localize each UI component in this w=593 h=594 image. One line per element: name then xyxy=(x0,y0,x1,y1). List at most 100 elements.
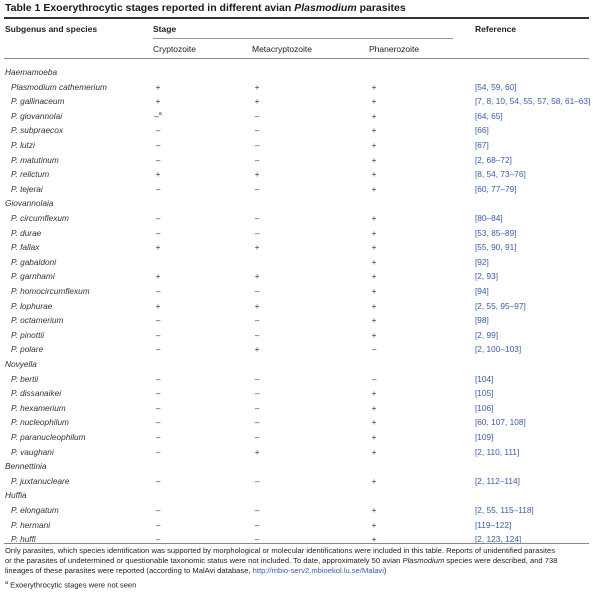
reference-cell[interactable]: [8, 54, 73–76] xyxy=(475,169,526,180)
phanerozoite-cell: + xyxy=(371,169,377,180)
reference-cell[interactable]: [2, 55, 115–118] xyxy=(475,505,534,515)
reference-cell[interactable]: [119–122] xyxy=(475,519,512,530)
metacryptozoite-cell: + xyxy=(254,300,260,311)
species-name: P. relictum xyxy=(11,169,50,180)
phanerozoite-cell: + xyxy=(371,81,377,92)
metacryptozoite-cell: – xyxy=(254,519,260,530)
table-row: P. gabaldoni + [92] xyxy=(0,257,593,271)
reference-cell[interactable]: [55, 90, 91] xyxy=(475,242,517,253)
cryptozoite-cell: + xyxy=(155,169,161,180)
top-rule xyxy=(4,17,589,19)
phanerozoite-cell: + xyxy=(371,329,377,340)
reference-cell[interactable]: [67] xyxy=(475,140,489,150)
header-reference: Reference xyxy=(475,24,517,34)
table-row: P. homocircumflexum – – + [94] xyxy=(0,286,593,300)
header-stage: Stage xyxy=(153,24,177,34)
reference-cell[interactable]: [64, 65] xyxy=(475,110,503,121)
table-row: P. juxtanucleare – – + [2, 112–114] xyxy=(0,476,593,490)
reference-cell[interactable]: [54, 59, 60] xyxy=(475,81,517,92)
reference-cell[interactable]: [53, 85–89] xyxy=(475,227,517,238)
phanerozoite-cell: + xyxy=(371,286,377,296)
reference-cell[interactable]: [2, 93] xyxy=(475,271,499,282)
metacryptozoite-cell: – xyxy=(254,227,260,238)
reference-cell[interactable]: [60, 77–79] xyxy=(475,183,517,194)
reference-cell[interactable]: [2, 123, 124] xyxy=(475,534,522,545)
species-name: P. lophurae xyxy=(11,300,53,311)
group-label: Haemamoeba xyxy=(5,67,58,77)
phanerozoite-cell: + xyxy=(371,519,377,530)
reference-cell[interactable]: [106] xyxy=(475,402,494,413)
reference-cell[interactable]: [92] xyxy=(475,256,489,267)
phanerozoite-cell: + xyxy=(371,315,377,326)
header-rule xyxy=(4,58,589,59)
metacryptozoite-cell: – xyxy=(254,534,260,545)
cryptozoite-cell: – xyxy=(155,227,161,238)
footnote-note: a Exoerythrocytic stages were not seen xyxy=(5,580,137,590)
reference-cell[interactable]: [104] xyxy=(475,373,494,384)
phanerozoite-cell: + xyxy=(371,388,377,399)
table-row: P. bertii – – – [104] xyxy=(0,374,593,388)
reference-cell[interactable]: [94] xyxy=(475,286,489,296)
species-name: P. huffi xyxy=(11,534,36,545)
cryptozoite-cell: – xyxy=(155,329,161,340)
phanerozoite-cell: + xyxy=(371,154,377,165)
table-row: P. paranucleophilum – – + [109] xyxy=(0,432,593,446)
reference-cell[interactable]: [60, 107, 108] xyxy=(475,417,526,428)
cryptozoite-cell: – xyxy=(155,154,161,165)
species-name: P. bertii xyxy=(11,373,39,384)
reference-cell[interactable]: [2, 55, 95–97] xyxy=(475,300,526,311)
cryptozoite-cell: –a xyxy=(154,110,162,121)
cryptozoite-cell: + xyxy=(155,242,161,253)
metacryptozoite-cell: – xyxy=(254,183,260,194)
species-name: P. subpraecox xyxy=(11,125,63,136)
phanerozoite-cell: + xyxy=(371,300,377,311)
phanerozoite-cell: + xyxy=(371,110,377,121)
group-row: Novyella xyxy=(0,359,593,373)
phanerozoite-cell: + xyxy=(371,242,377,253)
cryptozoite-cell: – xyxy=(155,432,161,442)
table-row: P. octamerium – – + [98] xyxy=(0,315,593,329)
species-name: P. durae xyxy=(11,227,42,238)
reference-cell[interactable]: [105] xyxy=(475,388,494,399)
reference-cell[interactable]: [98] xyxy=(475,315,489,326)
species-name: P. dissanaikei xyxy=(11,388,62,399)
cryptozoite-cell: – xyxy=(155,183,161,194)
group-row: Haemamoeba xyxy=(0,67,593,81)
group-label: Huffia xyxy=(5,490,27,501)
reference-cell[interactable]: [2, 100–103] xyxy=(475,344,522,355)
species-name: P. homocircumflexum xyxy=(11,286,90,296)
cryptozoite-cell: – xyxy=(155,344,161,355)
footnote-line-3: lineages of these parasites were reporte… xyxy=(5,566,387,575)
group-label: Novyella xyxy=(5,359,37,369)
metacryptozoite-cell: – xyxy=(254,329,260,340)
table-row: P. gallinaceum + + + [7, 8, 10, 54, 55, 57, … xyxy=(0,96,593,110)
species-name: P. matutinum xyxy=(11,154,59,165)
reference-cell[interactable]: [80–84] xyxy=(475,213,503,223)
reference-cell[interactable]: [2, 68–72] xyxy=(475,154,512,165)
header-phanerozoite: Phanerozoite xyxy=(369,44,420,54)
reference-cell[interactable]: [2, 99] xyxy=(475,329,499,340)
cryptozoite-cell: – xyxy=(155,475,161,486)
bottom-rule xyxy=(4,543,589,544)
species-name: P. fallax xyxy=(11,242,40,253)
phanerozoite-cell: + xyxy=(371,417,377,428)
metacryptozoite-cell: + xyxy=(254,169,260,180)
reference-cell[interactable]: [7, 8, 10, 54, 55, 57, 58, 61–63] xyxy=(475,96,591,107)
reference-cell[interactable]: [2, 112–114] xyxy=(475,475,520,486)
species-name: P. polare xyxy=(11,344,44,355)
reference-cell[interactable]: [2, 110, 111] xyxy=(475,446,520,457)
species-name: P. lutzi xyxy=(11,140,35,150)
malavi-link[interactable]: http://mbio-serv2.mbioekol.lu.se/Malavi xyxy=(252,566,384,575)
metacryptozoite-cell: – xyxy=(254,110,260,121)
species-name: P. juxtanucleare xyxy=(11,475,70,486)
footnote: Only parasites, which species identifica… xyxy=(5,546,590,591)
reference-cell[interactable]: [109] xyxy=(475,432,494,442)
reference-cell[interactable]: [66] xyxy=(475,125,489,136)
footnote-line-1: Only parasites, which species identifica… xyxy=(5,546,555,555)
table-row: P. garnhami + + + [2, 93] xyxy=(0,271,593,285)
species-name: P. tejerai xyxy=(11,183,43,194)
cryptozoite-cell: – xyxy=(155,417,161,428)
table-row: P. elongatum – – + [2, 55, 115–118] xyxy=(0,505,593,519)
metacryptozoite-cell: – xyxy=(254,505,260,515)
phanerozoite-cell: + xyxy=(371,271,377,282)
